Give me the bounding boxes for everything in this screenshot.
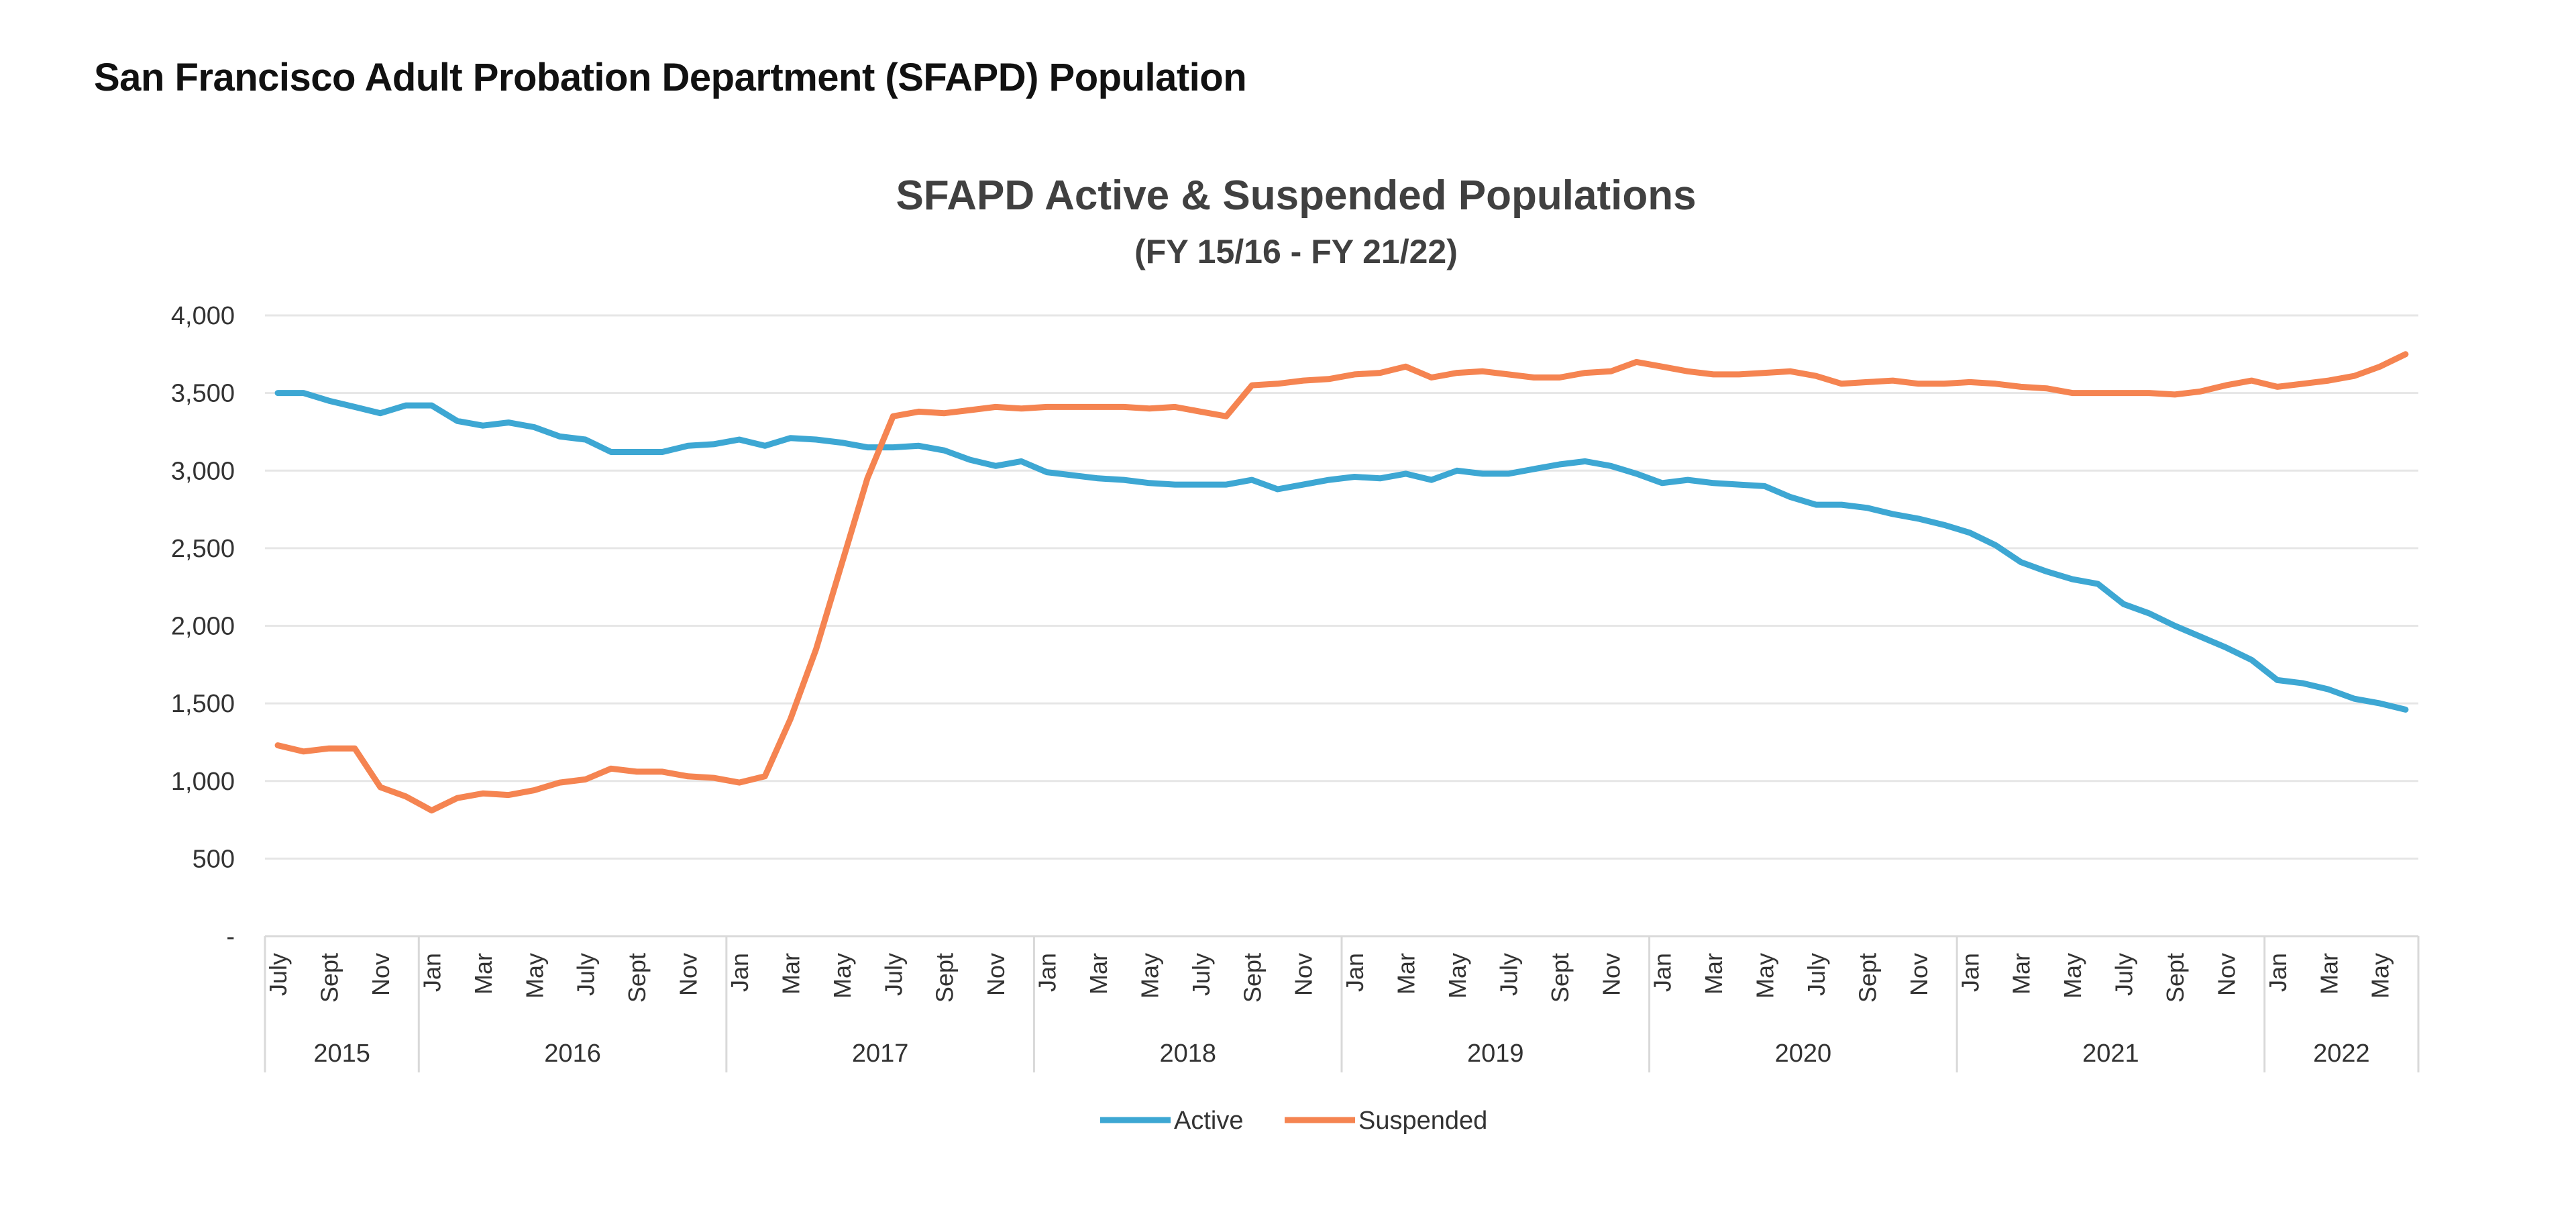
x-tick-label: Mar [1393, 953, 1420, 995]
year-label-2017: 2017 [852, 1040, 909, 1068]
y-tick-label: 4,000 [171, 302, 235, 330]
legend-label-active: Active [1174, 1107, 1243, 1135]
page-heading: San Francisco Adult Probation Department… [94, 56, 1247, 99]
x-tick-label: Nov [1597, 953, 1625, 996]
x-tick-label: Jan [1649, 953, 1676, 992]
x-tick-label: Jan [1341, 953, 1368, 992]
x-tick-label: Sept [931, 953, 959, 1003]
x-tick-label: Mar [2008, 953, 2035, 995]
x-tick-label: Sept [1238, 953, 1266, 1003]
x-tick-label: Nov [1905, 953, 1933, 996]
x-tick-label: Nov [675, 953, 702, 996]
year-label-2021: 2021 [2082, 1040, 2139, 1068]
x-tick-label: July [572, 953, 600, 996]
x-tick-label: July [2110, 953, 2138, 996]
y-tick-label: 500 [193, 845, 235, 873]
x-tick-label: Jan [1956, 953, 1984, 992]
x-tick-label: Jan [726, 953, 753, 992]
legend: Active Suspended [1100, 1107, 1487, 1135]
x-tick-label: Mar [1700, 953, 1727, 995]
x-tick-label: Mar [2315, 953, 2343, 995]
y-tick-label: 3,000 [171, 457, 235, 485]
series-line-suspended [274, 351, 2409, 814]
x-axis: July Sept Nov Jan Mar May July Sept Nov Jan Mar May… [264, 935, 2420, 1072]
year-label-2018: 2018 [1159, 1040, 1216, 1068]
series-line-active [274, 390, 2409, 713]
y-tick-label: 1,000 [171, 768, 235, 796]
x-tick-label: July [879, 953, 907, 996]
x-tick-label: Nov [982, 953, 1010, 996]
x-tick-label: July [1495, 953, 1522, 996]
year-label-2016: 2016 [544, 1040, 601, 1068]
y-tick-label: 2,000 [171, 613, 235, 641]
x-tick-label: Sept [1854, 953, 1881, 1003]
year-label-2022: 2022 [2313, 1040, 2370, 1068]
x-tick-label: Sept [1546, 953, 1574, 1003]
x-tick-label: Nov [1290, 953, 1318, 996]
series-lines [274, 351, 2409, 814]
y-tick-label: 1,500 [171, 690, 235, 718]
x-tick-label: July [1803, 953, 1830, 996]
x-tick-label: July [1187, 953, 1215, 996]
x-tick-label: May [828, 953, 856, 999]
x-tick-label: Mar [470, 953, 497, 995]
year-label-2015: 2015 [313, 1040, 370, 1068]
x-tick-label: Nov [367, 953, 394, 996]
chart-title: SFAPD Active & Suspended Populations [896, 172, 1696, 219]
x-tick-label: May [2059, 953, 2086, 999]
x-tick-label: Sept [623, 953, 651, 1003]
x-tick-label: Sept [2161, 953, 2189, 1003]
y-tick-label: 3,500 [171, 380, 235, 408]
x-tick-label: July [264, 953, 292, 996]
x-tick-label: Jan [1034, 953, 1061, 992]
x-tick-label: May [521, 953, 548, 999]
x-tick-label: Mar [1085, 953, 1112, 995]
x-tick-label: May [2367, 953, 2394, 999]
x-tick-label: May [1752, 953, 1779, 999]
x-tick-label: Mar [777, 953, 804, 995]
x-tick-label: May [1136, 953, 1163, 999]
y-axis: - 500 1,000 1,500 2,000 2,500 3,000 3,500 4,000 [171, 302, 235, 951]
x-tick-label: Sept [316, 953, 343, 1003]
legend-label-suspended: Suspended [1358, 1107, 1487, 1135]
y-tick-label: - [226, 923, 235, 951]
y-tick-label: 2,500 [171, 535, 235, 563]
x-tick-label: Nov [2212, 953, 2240, 996]
x-tick-label: May [1444, 953, 1471, 999]
x-tick-label: Jan [418, 953, 445, 992]
year-label-2019: 2019 [1467, 1040, 1524, 1068]
chart-subtitle: (FY 15/16 - FY 21/22) [1134, 233, 1458, 270]
x-tick-label: Jan [2264, 953, 2292, 992]
year-label-2020: 2020 [1775, 1040, 1832, 1068]
